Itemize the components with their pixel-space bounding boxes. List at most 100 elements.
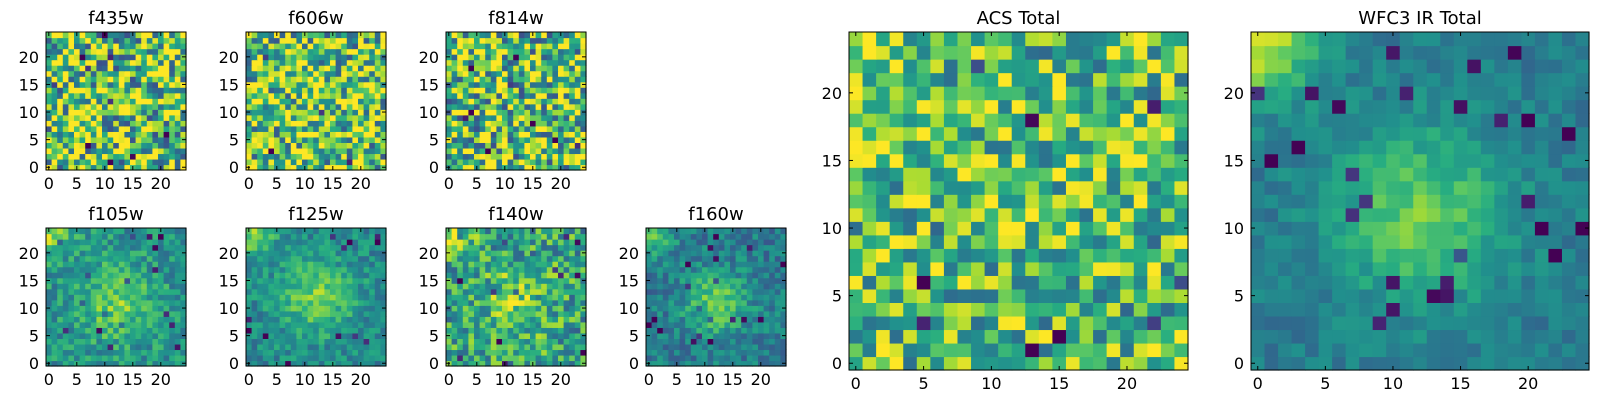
heatmap-cell <box>274 250 281 257</box>
heatmap-cell <box>679 239 686 246</box>
heatmap-cell <box>369 288 376 295</box>
heatmap-cell <box>971 194 986 209</box>
heatmap-cell <box>479 310 486 317</box>
heatmap-cell <box>135 120 142 127</box>
heatmap-cell <box>474 272 481 279</box>
heatmap-cell <box>718 327 725 334</box>
heatmap-cell <box>574 272 581 279</box>
heatmap-cell <box>57 327 64 334</box>
heatmap-cell <box>530 142 537 149</box>
heatmap-cell <box>474 153 481 160</box>
heatmap-cell <box>180 65 187 72</box>
heatmap-cell <box>752 354 759 362</box>
heatmap-cell <box>79 321 86 328</box>
heatmap-cell <box>1079 221 1094 236</box>
heatmap-cell <box>380 114 387 121</box>
heatmap-cell <box>535 250 542 257</box>
heatmap-cell <box>268 349 275 356</box>
heatmap-cell <box>524 114 531 121</box>
heatmap-cell <box>1079 329 1094 344</box>
heatmap-cell <box>268 255 275 262</box>
heatmap-cell <box>490 92 497 99</box>
heatmap-cell <box>763 343 770 351</box>
heatmap-cell <box>662 338 669 345</box>
heatmap-cell <box>146 153 153 160</box>
heatmap-cell <box>169 120 176 127</box>
heatmap-cell <box>876 248 891 263</box>
heatmap-cell <box>713 272 720 279</box>
heatmap-cell <box>318 32 325 39</box>
heatmap-cell <box>180 98 187 105</box>
heatmap-cell <box>998 329 1013 344</box>
heatmap-cell <box>657 244 664 251</box>
heatmap-cell <box>146 354 153 362</box>
heatmap-cell <box>518 59 525 66</box>
heatmap-cell <box>135 65 142 72</box>
heatmap-cell <box>274 343 281 351</box>
heatmap-cell <box>46 338 53 345</box>
heatmap-cell <box>763 288 770 295</box>
heatmap-cell <box>62 343 69 351</box>
heatmap-cell <box>662 288 669 295</box>
heatmap-cell <box>490 87 497 94</box>
heatmap-cell <box>574 158 581 166</box>
heatmap-cell <box>462 299 469 306</box>
heatmap-cell <box>563 255 570 262</box>
y-tick-label: 10 <box>419 299 439 318</box>
heatmap-cell <box>96 250 103 257</box>
heatmap-cell <box>474 70 481 77</box>
heatmap-cell <box>1038 302 1053 317</box>
heatmap-cell <box>552 305 559 312</box>
heatmap-cell <box>769 250 776 257</box>
heatmap-cell <box>707 332 714 339</box>
heatmap-cell <box>752 283 759 290</box>
heatmap-cell <box>124 114 131 121</box>
heatmap-cell <box>302 255 309 262</box>
heatmap-cell <box>330 76 337 83</box>
heatmap-cell <box>1106 275 1121 290</box>
heatmap-cell <box>135 92 142 99</box>
heatmap-cell <box>341 87 348 94</box>
heatmap-cell <box>374 255 381 262</box>
heatmap-cell <box>713 332 720 339</box>
heatmap-cell <box>358 250 365 257</box>
heatmap-cell <box>318 338 325 345</box>
panel-title: f814w <box>488 8 543 29</box>
heatmap-cell <box>696 239 703 246</box>
heatmap-cell <box>374 332 381 339</box>
heatmap-cell <box>57 92 64 99</box>
heatmap-cell <box>257 233 264 240</box>
heatmap-cell <box>296 316 303 323</box>
heatmap-cell <box>257 343 264 351</box>
heatmap-cell <box>358 294 365 301</box>
heatmap-cell <box>457 338 464 345</box>
heatmap-cell <box>713 338 720 345</box>
heatmap-cell <box>135 283 142 290</box>
heatmap-cell <box>569 70 576 77</box>
heatmap-cell <box>90 142 97 149</box>
heatmap-cell <box>451 321 458 328</box>
heatmap-cell <box>74 277 81 284</box>
heatmap-cell <box>930 302 945 317</box>
heatmap-cell <box>296 255 303 262</box>
heatmap-cell <box>51 48 58 55</box>
y-tick-label: 5 <box>29 131 39 150</box>
heatmap-cell <box>569 125 576 132</box>
heatmap-cell <box>369 255 376 262</box>
heatmap-cell <box>262 299 269 306</box>
heatmap-cell <box>163 299 170 306</box>
heatmap-cell <box>169 349 176 356</box>
heatmap-cell <box>374 142 381 149</box>
heatmap-cell <box>1079 275 1094 290</box>
heatmap-cell <box>169 255 176 262</box>
heatmap-cell <box>580 244 587 251</box>
heatmap-cell <box>752 349 759 356</box>
heatmap-cell <box>279 299 286 306</box>
heatmap-cell <box>490 261 497 268</box>
heatmap-cell <box>352 349 359 356</box>
heatmap-cell <box>341 349 348 356</box>
heatmap-cell <box>118 109 125 116</box>
heatmap-cell <box>558 98 565 105</box>
heatmap-cell <box>518 131 525 138</box>
heatmap-cell <box>296 147 303 155</box>
